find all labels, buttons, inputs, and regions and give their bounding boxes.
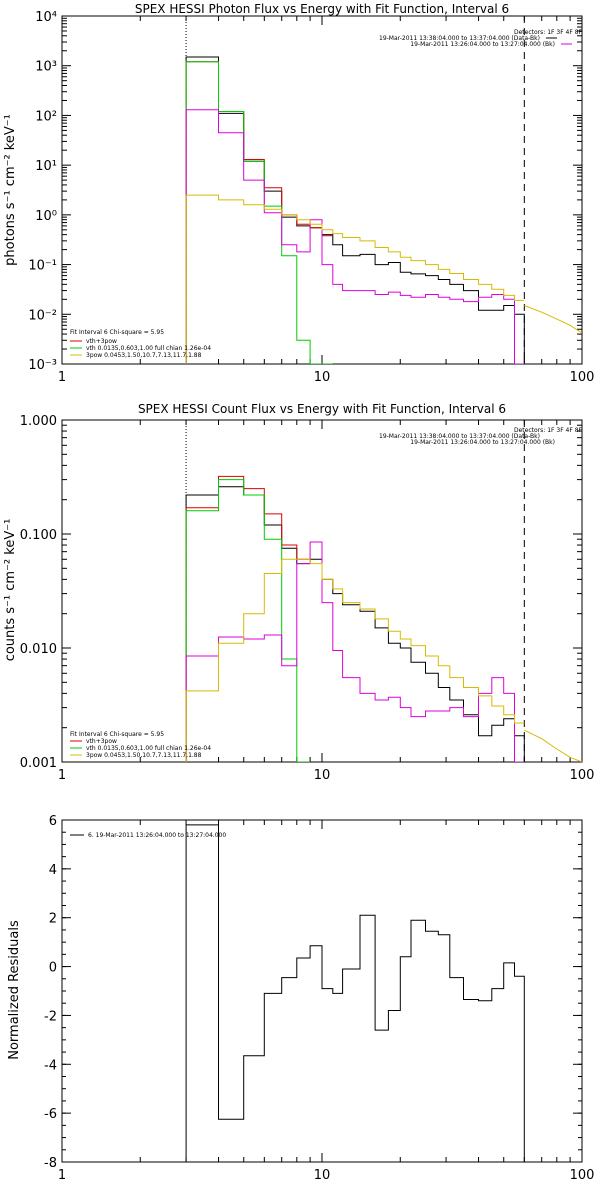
y-tick-label: -8	[44, 1156, 57, 1171]
panel1-fit-total: vth+3pow	[86, 338, 117, 345]
panel1-legend-bk: 19-Mar-2011 13:26:04.000 to 13:27:04.000…	[410, 41, 555, 48]
y-tick-label: 10³	[35, 60, 57, 75]
x-tick-label: 100	[570, 370, 595, 385]
plot-frame	[61, 819, 583, 1163]
panel1-fit-header: Fit Interval 6 Chi-square = 5.95	[70, 329, 164, 336]
y-tick-label: 10⁴	[35, 10, 57, 25]
panel2-fit-header: Fit Interval 6 Chi-square = 5.95	[70, 731, 164, 738]
y-tick-label: 10⁻³	[28, 358, 57, 373]
panel3-legend: 6. 19-Mar-2011 13:26:04.000 to 13:27:04.…	[88, 832, 226, 839]
series-line-3	[185, 541, 525, 762]
series-line-0	[185, 486, 525, 762]
panel2-ylabel: counts s⁻¹ cm⁻² keV⁻¹	[3, 519, 18, 662]
series-line-1	[185, 475, 311, 762]
y-tick-label: 0.100	[20, 528, 57, 543]
panel2-title: SPEX HESSI Count Flux vs Energy with Fit…	[138, 402, 506, 416]
series-line-4	[185, 194, 525, 364]
series-line-0	[185, 56, 525, 364]
panel2-fit-3pow: 3pow 0.0453,1.50,10.7,7.13,11.7,1.88	[86, 752, 202, 759]
y-tick-label: -2	[44, 1009, 57, 1024]
y-tick-label: 4	[49, 863, 57, 878]
plot-frame	[61, 15, 583, 365]
panel2-fit-total: vth+3pow	[86, 738, 117, 745]
panel1-ylabel: photons s⁻¹ cm⁻² keV⁻¹	[3, 114, 18, 266]
series-line-3	[185, 109, 525, 364]
y-tick-label: 10²	[35, 109, 57, 124]
series-line-2	[185, 61, 333, 364]
y-tick-label: -4	[44, 1058, 57, 1073]
y-tick-label: 0.001	[20, 756, 57, 771]
panel3-plot: 1 10 100 -8 -6 -4 -2 0 2 4 6	[44, 814, 594, 1183]
x-tick-label: 10	[314, 370, 331, 385]
series-line-2	[185, 479, 311, 762]
model-tail-line	[524, 729, 582, 762]
panel1-legend-data: 19-Mar-2011 13:38:04.000 to 13:37:04.000…	[379, 35, 540, 42]
y-tick-label: 6	[49, 814, 57, 829]
x-tick-label: 10	[314, 1168, 331, 1183]
y-tick-label: 0.010	[20, 642, 57, 657]
panel1-title: SPEX HESSI Photon Flux vs Energy with Fi…	[135, 2, 509, 16]
x-tick-label: 1	[58, 768, 66, 783]
y-tick-label: 10⁻²	[28, 308, 57, 323]
model-tail-line	[524, 305, 582, 334]
y-tick-label: 0	[49, 961, 57, 976]
panel3-ylabel: Normalized Residuals	[7, 920, 22, 1060]
panel1-fit-3pow: 3pow 0.0453,1.50,10.7,7.13,11.7,1.88	[86, 352, 202, 359]
series-line-4	[185, 558, 525, 762]
panel2-plot: 1 10 100 0.001 0.010 0.100 1.000	[20, 37, 595, 783]
y-tick-label: 2	[49, 912, 57, 927]
x-tick-label: 100	[570, 1168, 595, 1183]
x-tick-label: 1	[58, 370, 66, 385]
panel1-plot: 1 10 100 10⁻³ 10⁻² 10⁻¹ 10⁰ 10¹ 10² 10³ 10⁴	[28, 10, 594, 385]
y-tick-label: -6	[44, 1107, 57, 1122]
y-tick-label: 10⁻¹	[28, 259, 57, 274]
x-tick-label: 10	[314, 768, 331, 783]
x-tick-label: 100	[570, 768, 595, 783]
panel2-legend-bk: 19-Mar-2011 13:26:04.000 to 13:27:04.000…	[410, 439, 555, 446]
panel2-fit-vth: vth 0.0135,0.603,1.00 full chian 1.26e-0…	[86, 745, 211, 752]
y-tick-label: 10¹	[35, 159, 57, 174]
panel1-detectors: Detectors: 1F 3F 4F 8F	[514, 29, 583, 36]
panel1-fit-vth: vth 0.0135,0.603,1.00 full chian 1.26e-0…	[86, 345, 211, 352]
y-tick-label: 10⁰	[35, 209, 57, 224]
y-tick-label: 1.000	[20, 414, 57, 429]
panel2-detectors: Detectors: 1F 3F 4F 8F	[514, 427, 583, 434]
series-line-0	[185, 824, 525, 1162]
x-tick-label: 1	[58, 1168, 66, 1183]
series-line-1	[185, 61, 333, 364]
panel2-legend-data: 19-Mar-2011 13:38:04.000 to 13:37:04.000…	[379, 433, 540, 440]
